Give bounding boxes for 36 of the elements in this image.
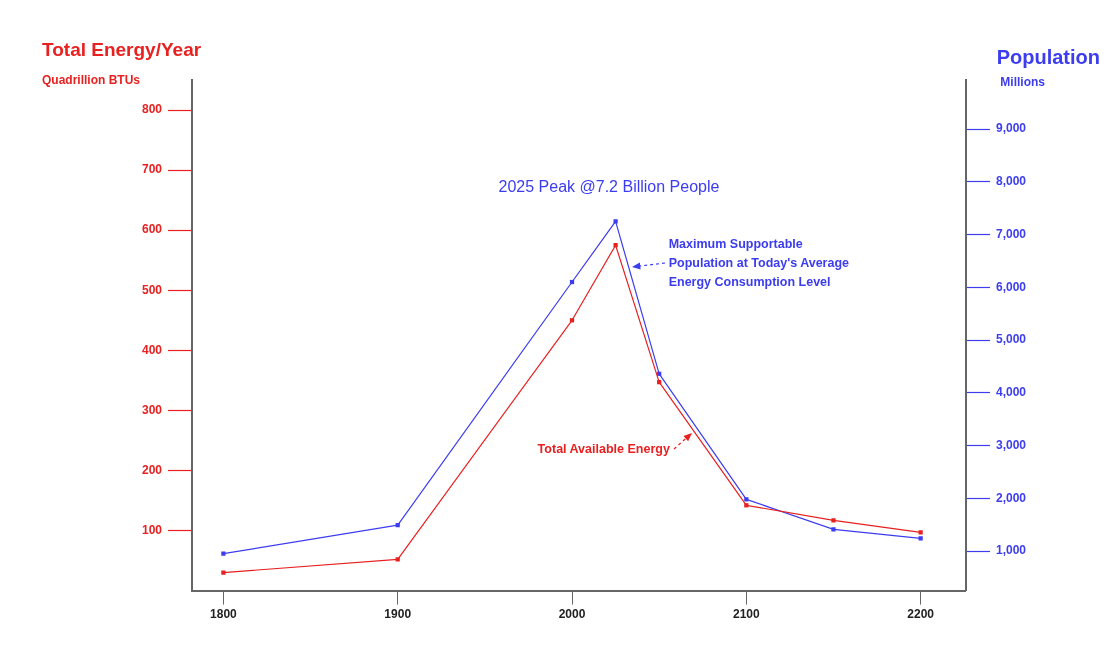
y-tick-label: 300	[141, 402, 163, 417]
point	[918, 536, 923, 541]
point	[613, 243, 618, 248]
x-tick-label: 1900	[384, 607, 412, 622]
y-tick-label: 100	[141, 522, 163, 537]
y2-tick-label: 9,000	[995, 121, 1027, 136]
y2-tick-label: 7,000	[995, 226, 1027, 241]
y-tick-label: 200	[141, 462, 163, 477]
y-tick-label: 600	[141, 222, 163, 237]
text: Quadrillion BTUs	[42, 73, 141, 87]
y2-tick-label: 6,000	[995, 279, 1027, 294]
point	[613, 219, 618, 224]
point	[831, 518, 836, 523]
annotation: Total Available Energy	[537, 441, 670, 456]
y2-tick-label: 2,000	[995, 490, 1027, 505]
y2-axis-title: Population	[996, 46, 1100, 68]
point	[221, 551, 226, 556]
y2-tick-label: 4,000	[995, 385, 1027, 400]
y-tick-label: 500	[141, 282, 163, 297]
point	[831, 527, 836, 532]
y-tick-label: 800	[141, 102, 163, 117]
x-tick-label: 2100	[732, 607, 761, 622]
x-tick-label: 1800	[210, 607, 238, 622]
annotation: 2025 Peak @7.2 Billion People	[498, 178, 720, 195]
y-tick-label: 700	[141, 162, 163, 177]
y2-tick-label: 3,000	[995, 437, 1027, 452]
y-tick-label: 400	[141, 342, 163, 357]
y2-tick-label: 5,000	[995, 332, 1027, 347]
point	[221, 570, 226, 575]
y2-tick-label: 1,000	[995, 543, 1027, 558]
x-tick-label: 2000	[558, 607, 586, 622]
text: Millions	[1000, 75, 1046, 89]
y2-tick-label: 8,000	[995, 174, 1027, 189]
annotation: Maximum Supportable Population at Today's Average Energy Consumption Level	[668, 237, 850, 290]
y-axis-title: Total Energy/Year	[42, 39, 202, 60]
x-tick-label: 2200	[907, 607, 935, 622]
